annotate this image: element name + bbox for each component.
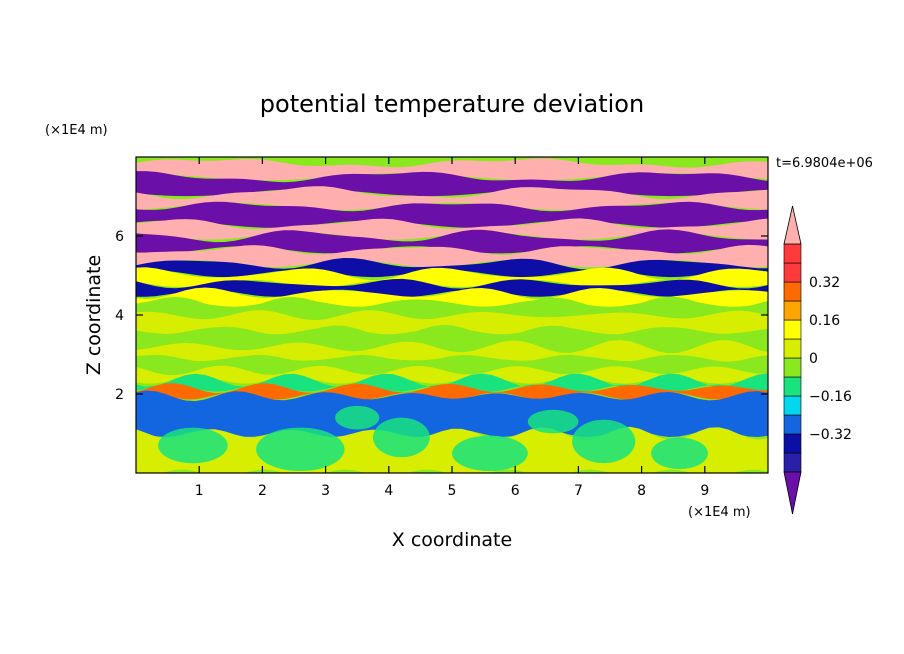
contour-band	[136, 310, 768, 335]
contour-band	[136, 373, 768, 392]
contour-band	[136, 324, 768, 351]
colorbar-tick-label: 0.16	[809, 313, 840, 329]
x-tick-label: 9	[700, 483, 709, 499]
colorbar-segment	[783, 414, 802, 435]
colorbar-tick-label: 0.32	[809, 275, 840, 291]
colorbar-segment	[783, 433, 802, 454]
y-tick-label: 6	[115, 229, 124, 245]
contour-band	[136, 171, 768, 197]
colorbar-segment	[783, 262, 802, 283]
convective-cell	[651, 437, 708, 470]
colorbar: 0.32 0.16 0 −0.16 −0.32	[783, 205, 852, 515]
convective-cell	[256, 427, 345, 471]
contour-band	[136, 258, 768, 278]
colorbar-min-arrow	[783, 471, 802, 515]
convective-cell	[335, 405, 380, 430]
contour-band	[136, 229, 768, 254]
contour-band	[136, 186, 768, 210]
contour-band	[136, 355, 768, 374]
x-tick-label: 4	[384, 483, 393, 499]
x-tick-label: 8	[637, 483, 646, 499]
x-axis-label: X coordinate	[392, 529, 512, 551]
x-tick-label: 6	[511, 483, 520, 499]
convective-cell	[373, 417, 430, 458]
contour-band	[136, 218, 768, 240]
colorbar-segment	[783, 243, 802, 264]
x-tick-label: 1	[195, 483, 204, 499]
colorbar-segment	[783, 338, 802, 359]
colorbar-segment	[783, 319, 802, 340]
y-tick-label: 2	[115, 387, 124, 403]
plot-area	[136, 157, 768, 473]
contour-band	[136, 287, 768, 307]
x-tick-label: 2	[258, 483, 267, 499]
time-label: t=6.9804e+06	[776, 156, 873, 171]
y-unit-label: (×1E4 m)	[45, 123, 108, 138]
contour-band	[136, 365, 768, 384]
chart-title: potential temperature deviation	[260, 90, 644, 118]
colorbar-segment	[783, 376, 802, 397]
y-tick-label: 4	[115, 308, 124, 324]
contour-band	[136, 244, 768, 268]
colorbar-tick-label: −0.32	[809, 427, 852, 443]
x-tick-label: 5	[448, 483, 457, 499]
colorbar-segment	[783, 395, 802, 416]
colorbar-segment	[783, 452, 802, 473]
convective-cell	[572, 419, 636, 464]
colorbar-segment	[783, 300, 802, 321]
x-unit-label: (×1E4 m)	[688, 505, 751, 520]
convective-cell	[527, 409, 579, 434]
contour-band	[136, 340, 768, 362]
contour-band	[136, 267, 768, 287]
x-tick-label: 7	[574, 483, 583, 499]
contour-band	[136, 158, 768, 181]
colorbar-segment	[783, 281, 802, 302]
y-axis-label: Z coordinate	[83, 255, 105, 375]
contour-band	[136, 201, 768, 228]
convective-cell	[452, 435, 528, 472]
contour-band	[136, 296, 768, 319]
x-tick-label: 3	[321, 483, 330, 499]
colorbar-segment	[783, 357, 802, 378]
convective-cell	[158, 427, 228, 464]
colorbar-max-arrow	[783, 205, 802, 245]
colorbar-tick-label: 0	[809, 351, 818, 367]
contour-band	[136, 383, 768, 400]
contour-band	[136, 278, 768, 297]
colorbar-tick-label: −0.16	[809, 389, 852, 405]
